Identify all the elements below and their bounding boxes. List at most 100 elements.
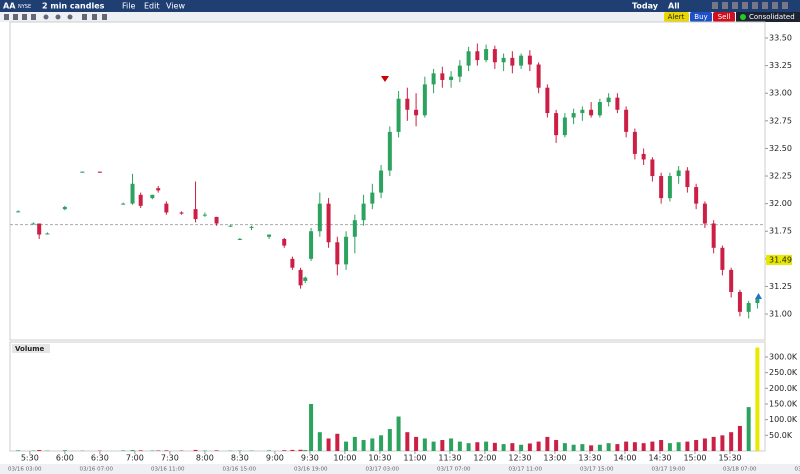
buy-button[interactable] bbox=[690, 12, 712, 22]
volume-bar bbox=[519, 444, 524, 451]
v-tick-label: 150.0K bbox=[769, 399, 798, 408]
candle-body bbox=[179, 212, 184, 214]
candle-body bbox=[632, 131, 637, 154]
candle-body bbox=[737, 291, 742, 312]
x-tick-label: 10:00 bbox=[333, 454, 356, 463]
navigator-label: 03/17 07:00 bbox=[437, 467, 471, 473]
volume-bar bbox=[267, 450, 272, 451]
candle-body bbox=[597, 102, 602, 116]
alert-button[interactable] bbox=[664, 12, 689, 22]
menu[interactable]: File bbox=[122, 2, 135, 11]
candle-body bbox=[702, 203, 707, 224]
x-tick-label: 7:00 bbox=[126, 454, 144, 463]
x-tick-label: 15:30 bbox=[718, 454, 741, 463]
volume-bar bbox=[352, 436, 357, 451]
candle-body bbox=[431, 73, 436, 85]
volume-bar bbox=[449, 438, 454, 451]
volume-bar bbox=[606, 443, 611, 451]
interval[interactable]: 2 min candles bbox=[42, 2, 105, 11]
candle-body bbox=[624, 109, 629, 132]
candle-body bbox=[676, 170, 681, 177]
candle-body bbox=[303, 277, 308, 281]
x-tick-label: 6:00 bbox=[56, 454, 74, 463]
volume-bar bbox=[344, 441, 349, 451]
candle-body bbox=[422, 84, 427, 116]
y-tick-label: 32.75 bbox=[769, 116, 792, 125]
candle-body bbox=[37, 223, 42, 235]
candle-body bbox=[659, 176, 664, 199]
y-tick-label: 33.00 bbox=[769, 89, 792, 98]
volume-bar bbox=[527, 443, 532, 451]
volume-bar bbox=[282, 450, 287, 451]
navigator-label: 03/16 11:00 bbox=[151, 467, 185, 473]
candle-body bbox=[510, 57, 515, 66]
period[interactable]: All bbox=[668, 2, 680, 11]
candle-body bbox=[344, 236, 349, 265]
volume-panel bbox=[9, 341, 766, 452]
y-tick-label: 33.50 bbox=[769, 34, 792, 43]
range[interactable]: Today bbox=[632, 2, 659, 11]
candle-body bbox=[484, 49, 489, 61]
x-tick-label: 9:30 bbox=[301, 454, 319, 463]
candle-body bbox=[519, 55, 524, 66]
volume-bar bbox=[370, 438, 375, 451]
volume-bar bbox=[685, 441, 690, 451]
candle-body bbox=[554, 113, 559, 136]
volume-bar bbox=[156, 450, 161, 451]
candle-body bbox=[237, 238, 242, 240]
volume-bar bbox=[164, 450, 169, 451]
x-tick-label: 12:00 bbox=[473, 454, 496, 463]
volume-title: Volume bbox=[15, 345, 45, 353]
candle-body bbox=[440, 73, 445, 80]
volume-bar bbox=[694, 440, 699, 451]
candle-body bbox=[193, 209, 198, 220]
menu[interactable]: View bbox=[166, 2, 185, 11]
volume-bar bbox=[641, 443, 646, 451]
candle-body bbox=[746, 303, 751, 312]
volume-bar bbox=[431, 441, 436, 451]
candle-body bbox=[641, 153, 646, 160]
volume-bar bbox=[466, 443, 471, 451]
volume-bar bbox=[492, 442, 497, 451]
candle-body bbox=[298, 269, 303, 286]
volume-bar bbox=[571, 444, 576, 451]
volume-bar bbox=[387, 429, 392, 451]
volume-bar bbox=[475, 442, 480, 451]
v-tick-label: 100.0K bbox=[769, 415, 798, 424]
volume-bar bbox=[440, 440, 445, 451]
navigator-label: 03/17 11:00 bbox=[509, 467, 543, 473]
x-tick-label: 6:30 bbox=[91, 454, 109, 463]
last-price-label: 31.49 bbox=[769, 255, 792, 264]
x-tick-label: 11:00 bbox=[403, 454, 426, 463]
candle-body bbox=[650, 159, 655, 177]
feed: Consolidated bbox=[749, 13, 795, 21]
volume-bar bbox=[335, 433, 340, 451]
candle-body bbox=[405, 98, 410, 110]
volume-bar bbox=[16, 450, 21, 451]
x-tick-label: 8:00 bbox=[196, 454, 214, 463]
candle-body bbox=[45, 233, 50, 235]
sell-button[interactable] bbox=[713, 12, 735, 22]
candle-body bbox=[449, 76, 454, 80]
menu[interactable]: Edit bbox=[144, 2, 160, 11]
volume-bar bbox=[298, 449, 303, 451]
volume-bar bbox=[536, 441, 541, 451]
tool-icons bbox=[4, 14, 107, 20]
candle-body bbox=[130, 183, 135, 204]
candle-body bbox=[580, 109, 585, 114]
candle-body bbox=[466, 51, 471, 66]
candle-body bbox=[694, 187, 699, 204]
volume-bar bbox=[562, 443, 567, 451]
navigator-label: 03/16 19:00 bbox=[294, 467, 328, 473]
x-tick-label: 9:00 bbox=[266, 454, 284, 463]
volume-bar bbox=[405, 432, 410, 451]
volume-title-box bbox=[12, 344, 50, 353]
candle-body bbox=[214, 216, 219, 224]
navigator-label: 03/16 03:00 bbox=[8, 467, 42, 473]
feed-dot bbox=[740, 14, 746, 20]
volume-bar bbox=[545, 436, 550, 451]
volume-bar bbox=[510, 443, 515, 451]
candle-body bbox=[475, 51, 480, 61]
price-panel bbox=[9, 21, 766, 341]
